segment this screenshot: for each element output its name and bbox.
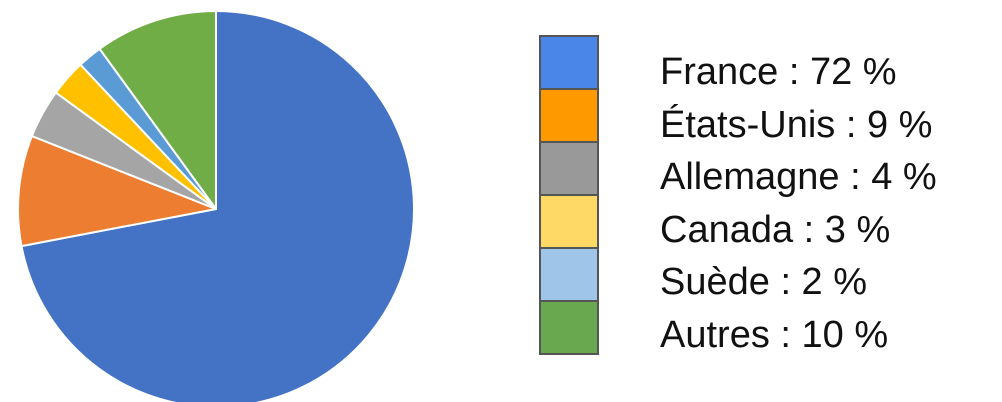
pie-chart <box>17 10 415 402</box>
legend-swatch-canada <box>541 196 597 249</box>
pie-slice-france <box>20 10 415 402</box>
pie-slice-autres <box>98 10 217 210</box>
legend: France : 72 % États-Unis : 9 % Allemagne… <box>660 46 937 361</box>
legend-swatch-suede <box>541 249 597 302</box>
legend-label-etats-unis: États-Unis : 9 % <box>660 103 933 146</box>
legend-swatch-allemagne <box>541 143 597 196</box>
legend-swatch-france <box>541 37 597 90</box>
legend-label-france: France : 72 % <box>660 51 897 93</box>
legend-label-suede: Suède : 2 % <box>660 261 868 303</box>
legend-label-allemagne: Allemagne : 4 % <box>660 156 937 198</box>
legend-swatch-autres <box>541 302 597 353</box>
pie-slice-etats-unis <box>17 135 217 248</box>
legend-swatches <box>539 35 599 355</box>
legend-swatch-etats-unis <box>541 90 597 143</box>
legend-label-autres: Autres : 10 % <box>660 313 889 356</box>
legend-label-canada: Canada : 3 % <box>660 208 891 251</box>
